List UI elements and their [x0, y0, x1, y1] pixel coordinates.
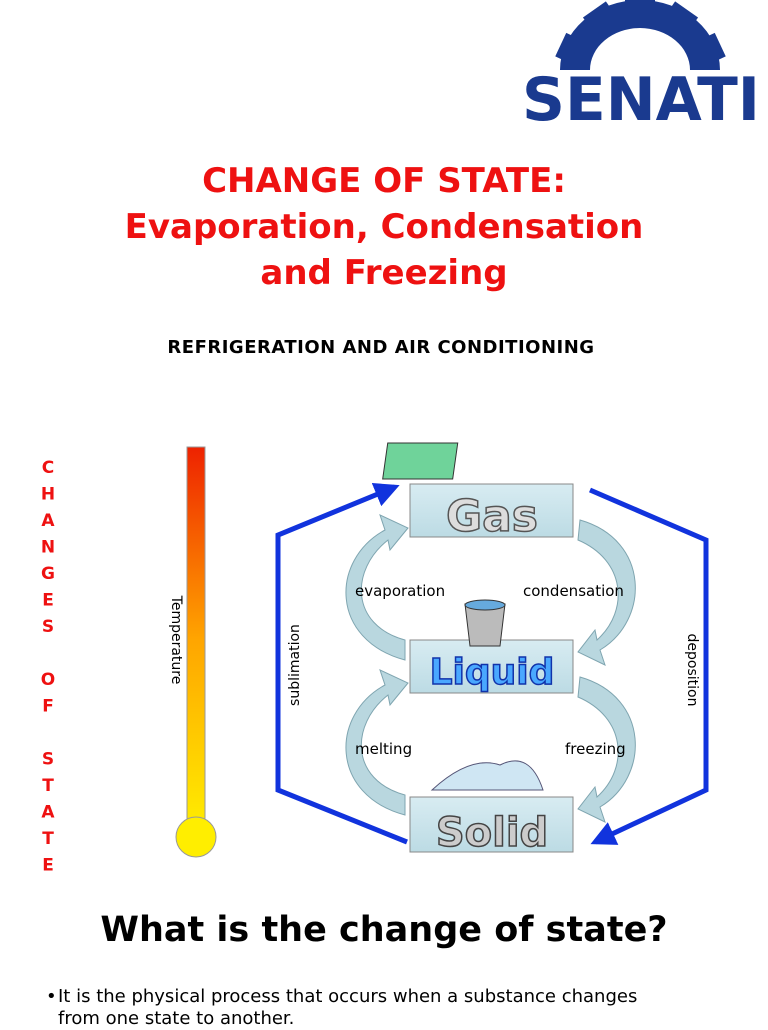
thermometer-bulb — [175, 816, 217, 858]
process-label: freezing — [565, 740, 626, 758]
state-label: Gas — [446, 491, 538, 542]
process-label: melting — [355, 740, 412, 758]
state-label: Liquid — [430, 652, 555, 693]
logo-gear — [555, 0, 726, 70]
process-label: sublimation — [287, 624, 303, 706]
state-label: Solid — [436, 810, 548, 856]
process-label: evaporation — [355, 582, 445, 600]
curved-arrows — [345, 514, 636, 823]
kettle-icon — [382, 442, 459, 480]
bullet: It is the physical process that occurs w… — [46, 986, 678, 1030]
thermometer-tube — [186, 446, 206, 833]
liquid-box — [409, 639, 574, 694]
subtitle: REFRIGERATION AND AIR CONDITIONING — [167, 337, 595, 358]
bucket-water — [464, 599, 506, 611]
title: CHANGE OF STATE: Evaporation, Condensati… — [0, 158, 768, 296]
title-line: Evaporation, Condensation — [124, 207, 644, 247]
section-heading: What is the change of state? — [100, 910, 668, 950]
process-label: deposition — [684, 634, 700, 707]
sublimation-arrow — [275, 483, 408, 845]
title-line: and Freezing — [260, 253, 508, 293]
igloo-icon — [430, 760, 544, 791]
gas-box — [409, 483, 574, 538]
side-label: CHANGES OF STATE — [38, 458, 58, 882]
deposition-arrow — [589, 487, 709, 845]
title-line: CHANGE OF STATE: — [202, 161, 566, 201]
logo-text: SENATI — [522, 65, 760, 135]
process-label: condensation — [523, 582, 624, 600]
thermometer-label: Temperature — [168, 595, 184, 685]
solid-box — [409, 796, 574, 853]
